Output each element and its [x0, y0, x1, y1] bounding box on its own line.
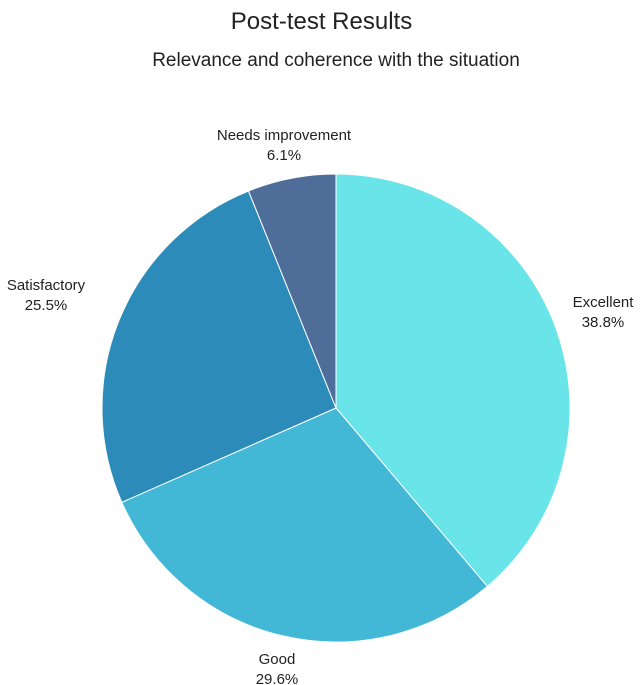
pie-slice-satisfactory[interactable] [101, 190, 337, 503]
slice-value-label: 25.5% [25, 297, 68, 314]
slice-label: Satisfactory [7, 277, 86, 294]
pie-slice-good[interactable] [121, 407, 489, 643]
slice-label: Excellent [573, 294, 635, 311]
slice-value-label: 6.1% [267, 147, 301, 164]
pie-slice-excellent[interactable] [335, 173, 571, 588]
pie-labels: Excellent 38.8% Good 29.6% Satisfactory 25.5%… [7, 127, 634, 685]
pie-slice-needs-improvement[interactable] [247, 173, 337, 409]
slice-value-label: 29.6% [256, 671, 299, 685]
slice-value-label: 38.8% [582, 314, 625, 331]
chart-subtitle: Relevance and coherence with the situati… [152, 50, 520, 71]
chart-title: Post-test Results [230, 8, 413, 35]
slice-label: Needs improvement [217, 127, 352, 144]
pie-slices [101, 173, 571, 643]
slice-label: Good [259, 651, 296, 668]
